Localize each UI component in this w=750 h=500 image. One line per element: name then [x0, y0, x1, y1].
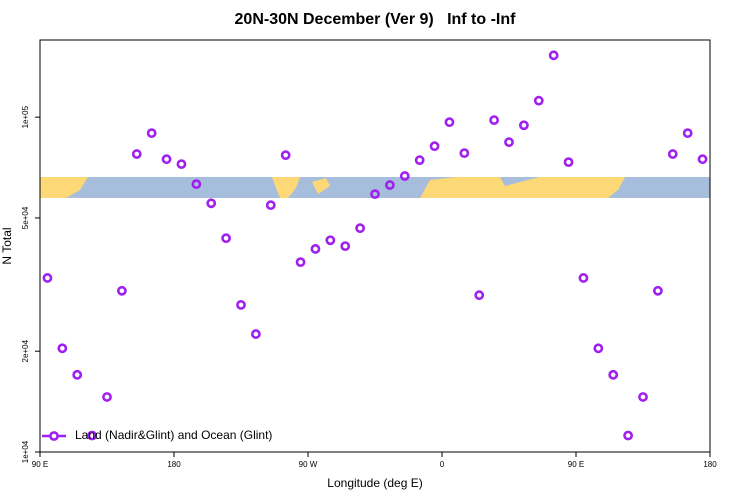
point [504, 137, 514, 148]
y-tick-label: 5e+04 [21, 206, 30, 229]
legend-label: Land (Nadir&Glint) and Ocean (Glint) [75, 428, 272, 442]
point [608, 369, 619, 380]
point [280, 150, 291, 161]
point [652, 285, 663, 296]
point [191, 179, 202, 190]
point [593, 343, 604, 354]
point [340, 241, 351, 252]
point [533, 95, 544, 106]
point [146, 128, 157, 139]
point [310, 244, 321, 254]
point [236, 299, 246, 310]
point [518, 120, 529, 131]
point [638, 392, 648, 402]
point [355, 223, 366, 234]
point [161, 154, 172, 165]
point [57, 343, 68, 354]
point [578, 273, 589, 283]
chart-title: 20N-30N December (Ver 9) Inf to -Inf [235, 11, 517, 28]
x-tick-label: 90 W [299, 460, 318, 469]
point [116, 285, 127, 296]
x-tick-label: 180 [167, 460, 181, 469]
x-tick-label: 0 [440, 460, 445, 469]
point [221, 233, 232, 244]
point [414, 155, 425, 166]
map-strip [40, 177, 710, 198]
x-tick-label: 180 [703, 460, 717, 469]
point [265, 200, 276, 211]
point [548, 50, 559, 61]
point [399, 171, 410, 181]
x-axis-label: Longitude (deg E) [327, 476, 422, 490]
legend-item: Land (Nadir&Glint) and Ocean (Glint) [42, 428, 272, 442]
point [474, 290, 485, 301]
y-tick-label: 2e+04 [21, 339, 30, 362]
point [72, 369, 83, 380]
point [429, 141, 440, 152]
y-axis-label: N Total [0, 227, 14, 264]
point [444, 117, 455, 128]
y-tick-label: 1e+05 [21, 105, 30, 128]
point [176, 159, 187, 170]
point [295, 257, 306, 268]
point [370, 189, 380, 200]
plot-frame [39, 39, 711, 453]
point [384, 180, 395, 190]
point [102, 392, 112, 402]
point [42, 273, 53, 283]
x-tick-label: 90 E [568, 460, 584, 469]
point [131, 149, 142, 159]
point [250, 329, 261, 339]
point [563, 157, 574, 168]
point [623, 430, 634, 441]
point [697, 154, 708, 165]
point [682, 128, 693, 139]
point [87, 430, 98, 441]
x-tick-label: 90 E [32, 460, 48, 469]
point [489, 115, 500, 126]
point [459, 148, 470, 159]
point [667, 149, 678, 159]
point [325, 235, 336, 246]
y-tick-label: 1e+04 [21, 440, 30, 463]
point [206, 198, 217, 209]
legend-marker [49, 431, 59, 441]
